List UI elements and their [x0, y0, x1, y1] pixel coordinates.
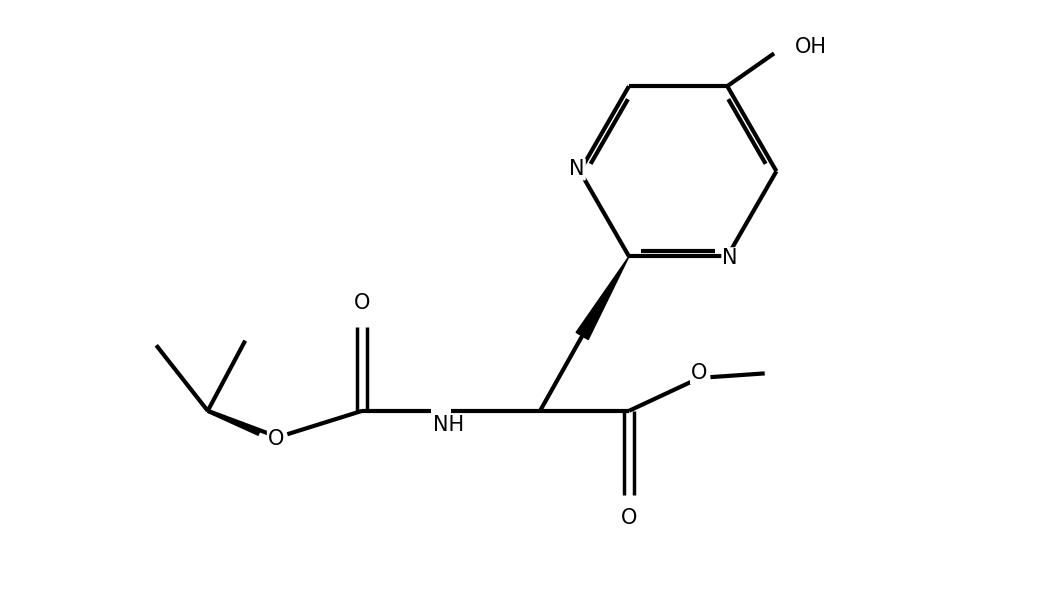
Text: O: O: [621, 508, 637, 529]
Text: N: N: [722, 248, 738, 268]
Polygon shape: [576, 257, 629, 340]
Text: O: O: [691, 363, 707, 383]
Text: O: O: [268, 429, 284, 449]
Text: O: O: [354, 293, 371, 313]
Text: OH: OH: [795, 37, 826, 57]
Text: N: N: [569, 160, 584, 179]
Text: NH: NH: [433, 415, 464, 435]
